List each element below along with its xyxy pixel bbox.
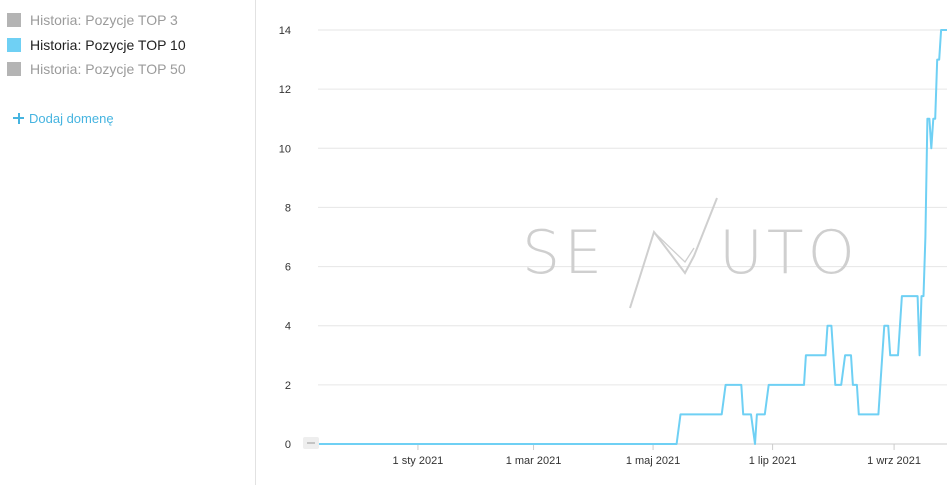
y-axis: 0 2 4 6 8 10 12 14 — [279, 25, 291, 451]
legend-label-top3: Historia: Pozycje TOP 3 — [30, 12, 178, 28]
watermark-text-right: UTO — [719, 218, 859, 288]
grid-lines — [318, 29, 947, 445]
watermark-zigzag-inner — [653, 231, 695, 264]
nav-marker — [303, 437, 319, 449]
x-tick-label-2: 1 maj 2021 — [626, 455, 680, 467]
legend-swatch-top3 — [7, 13, 21, 27]
x-axis: 1 sty 2021 1 mar 2021 1 maj 2021 1 lip 2021… — [393, 444, 921, 467]
legend-swatch-top50 — [7, 62, 21, 76]
senuto-watermark: SE UTO — [522, 197, 859, 309]
x-tick-label-1: 1 mar 2021 — [506, 455, 562, 467]
series-top10 — [318, 29, 947, 445]
y-tick-label-6: 6 — [285, 262, 291, 274]
series-line-top10 — [318, 29, 947, 445]
legend-swatch-top10 — [7, 38, 21, 52]
y-tick-label-14: 14 — [279, 25, 291, 37]
y-tick-label-8: 8 — [285, 202, 291, 214]
y-tick-label-10: 10 — [279, 143, 291, 155]
legend-label-top10: Historia: Pozycje TOP 10 — [30, 37, 186, 53]
x-tick-label-0: 1 sty 2021 — [393, 455, 444, 467]
add-domain-link[interactable]: Dodaj domenę — [13, 108, 114, 128]
x-tick-label-3: 1 lip 2021 — [749, 455, 797, 467]
watermark-zigzag — [629, 197, 718, 309]
x-tick-label-4: 1 wrz 2021 — [867, 455, 921, 467]
y-tick-label-4: 4 — [285, 321, 291, 333]
legend-label-top50: Historia: Pozycje TOP 50 — [30, 61, 186, 77]
y-tick-label-12: 12 — [279, 84, 291, 96]
plus-icon — [13, 112, 24, 124]
add-domain-label: Dodaj domenę — [29, 110, 114, 126]
legend-panel: Historia: Pozycje TOP 3 Historia: Pozycj… — [0, 0, 256, 485]
legend-item-top50[interactable]: Historia: Pozycje TOP 50 — [7, 59, 186, 79]
watermark-text-left: SE — [522, 218, 606, 288]
y-tick-label-0: 0 — [285, 439, 291, 451]
legend-item-top10[interactable]: Historia: Pozycje TOP 10 — [7, 35, 186, 55]
legend-item-top3[interactable]: Historia: Pozycje TOP 3 — [7, 10, 178, 30]
y-tick-label-2: 2 — [285, 380, 291, 392]
